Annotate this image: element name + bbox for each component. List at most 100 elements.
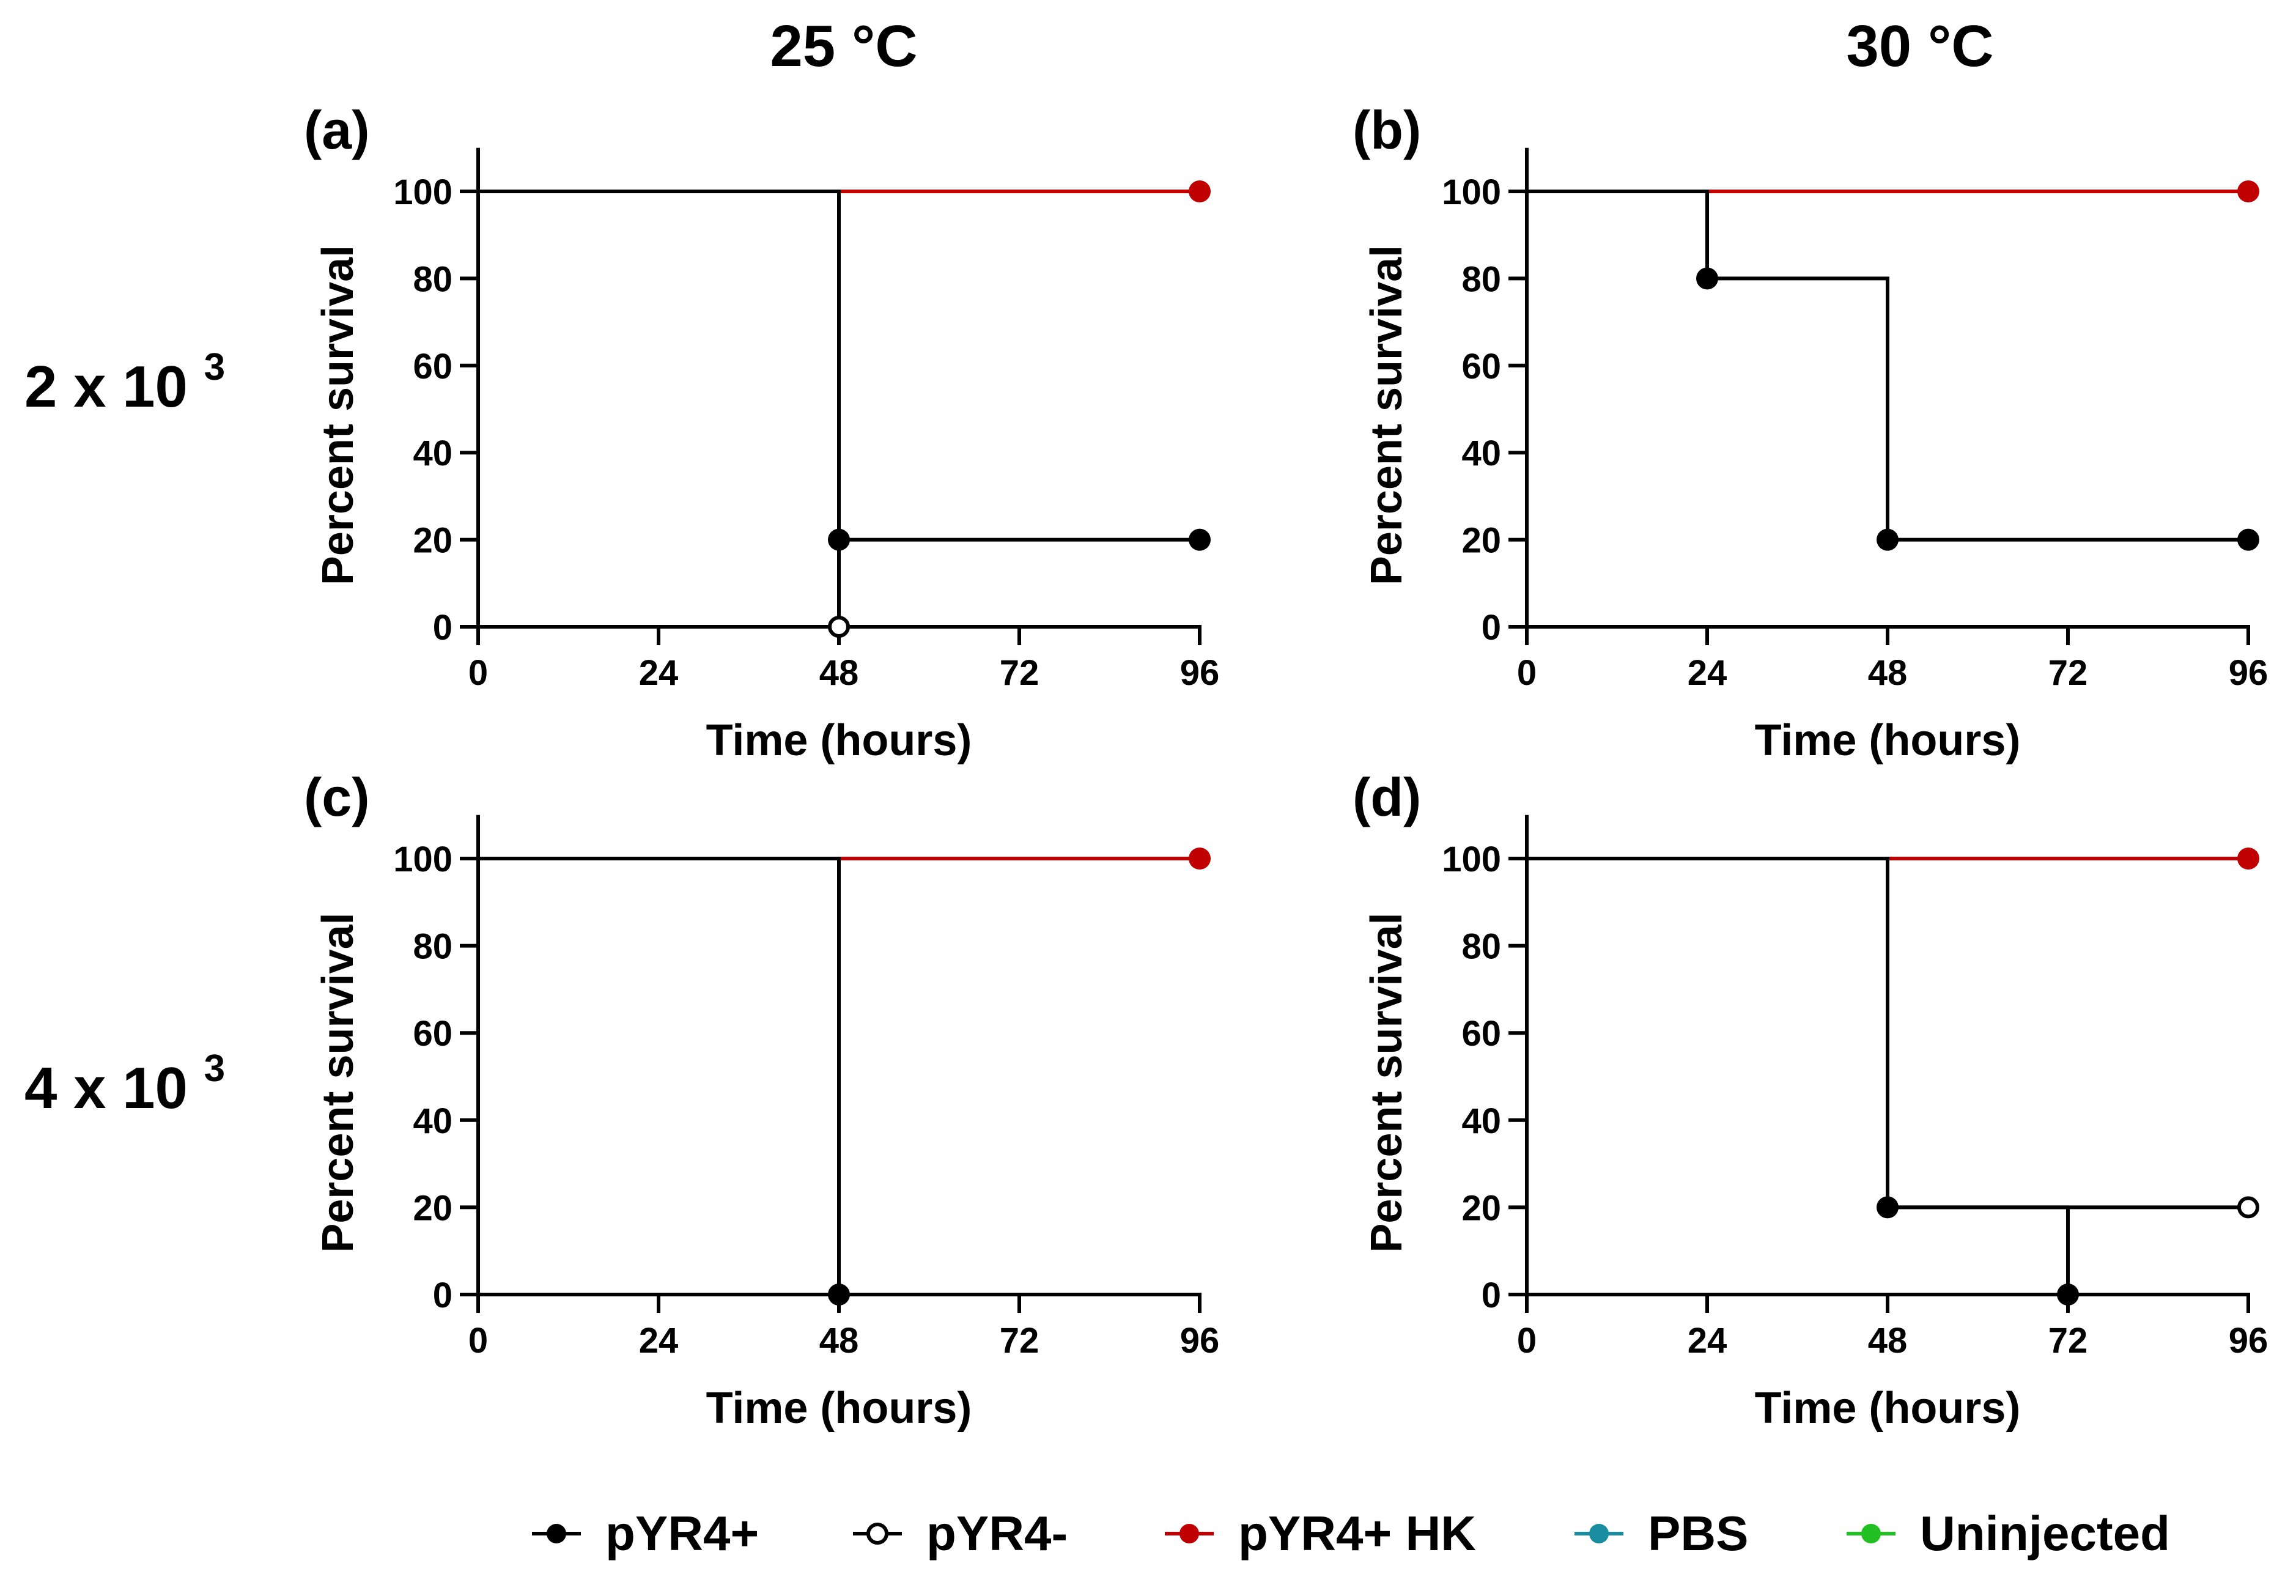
x-tick-label: 72 — [2048, 1321, 2088, 1361]
y-tick-label: 100 — [393, 840, 452, 879]
x-tick-label: 48 — [1868, 1321, 1908, 1361]
legend-marker — [866, 1523, 888, 1545]
data-point-pyr4- — [2237, 528, 2259, 551]
series-line-pyr4- — [1527, 190, 2248, 542]
x-axis-title: Time (hours) — [1755, 1384, 2021, 1433]
data-point-pyr4-hk — [2237, 848, 2259, 870]
data-point-pyr4- — [1189, 528, 1211, 551]
x-tick-label: 96 — [1180, 653, 1220, 693]
panel-label: (d) — [1353, 767, 1421, 827]
data-point-pyr4- — [828, 616, 850, 638]
y-tick-label: 40 — [1461, 1101, 1501, 1141]
panel-label: (b) — [1353, 100, 1421, 160]
y-tick-label: 80 — [413, 927, 452, 967]
y-tick-label: 60 — [413, 1014, 452, 1054]
legend-marker — [1589, 1524, 1609, 1543]
legend-label: pYR4+ — [605, 1506, 759, 1561]
y-axis-title: Percent survival — [1362, 245, 1411, 585]
legend-item-neg: pYR4- — [853, 1506, 1068, 1561]
panel-label: (c) — [304, 767, 370, 827]
legend-marker — [547, 1524, 566, 1543]
x-tick-label: 0 — [468, 1321, 488, 1361]
legend-label: pYR4+ HK — [1238, 1506, 1476, 1561]
y-tick-label: 60 — [1461, 347, 1501, 386]
y-tick-label: 100 — [1442, 172, 1501, 212]
y-tick-label: 80 — [413, 259, 452, 299]
y-axis-title: Percent survival — [314, 912, 363, 1252]
y-tick-label: 20 — [1461, 1188, 1501, 1228]
x-tick-label: 24 — [1688, 1321, 1727, 1361]
data-point-pyr4- — [1696, 267, 1718, 290]
y-tick-label: 0 — [1482, 1276, 1501, 1315]
legend-label: pYR4- — [926, 1506, 1068, 1561]
x-tick-label: 48 — [819, 1321, 859, 1361]
panel-c: (c) 0 20 40 60 80 100 0 24 48 72 96 Time (hours) Perc… — [304, 767, 1219, 1433]
y-tick-label: 20 — [413, 1188, 452, 1228]
y-axis-title: Percent survival — [1362, 912, 1411, 1252]
row-label-dose-2-base: 4 x 10 — [24, 1055, 188, 1121]
data-point-pyr4- — [1877, 528, 1899, 551]
x-tick-label: 96 — [1180, 1321, 1220, 1361]
data-point-pyr4- — [2057, 1284, 2079, 1306]
data-point-pyr4-hk — [1189, 848, 1211, 870]
y-tick-label: 0 — [433, 1276, 452, 1315]
y-tick-label: 60 — [1461, 1014, 1501, 1054]
x-tick-label: 72 — [2048, 653, 2088, 693]
y-axis-title: Percent survival — [314, 245, 363, 585]
row-label-dose-1-base: 2 x 10 — [24, 354, 188, 419]
data-point-pyr4- — [1877, 1196, 1899, 1219]
x-tick-label: 48 — [819, 653, 859, 693]
x-axis-title: Time (hours) — [706, 1384, 972, 1433]
x-tick-label: 72 — [1000, 1321, 1039, 1361]
x-tick-label: 96 — [2229, 1321, 2268, 1361]
row-label-dose-1-exponent: 3 — [204, 346, 225, 388]
x-tick-label: 48 — [1868, 653, 1908, 693]
data-point-pyr4-hk — [1189, 180, 1211, 202]
y-tick-label: 80 — [1461, 927, 1501, 967]
x-tick-label: 72 — [1000, 653, 1039, 693]
data-point-pyr4- — [828, 1284, 850, 1306]
series-line-pyr4- — [478, 190, 1200, 542]
y-tick-label: 40 — [413, 434, 452, 473]
legend-label: PBS — [1648, 1506, 1749, 1561]
data-point-pyr4- — [2237, 1196, 2259, 1219]
series-line-pyr4- — [478, 857, 841, 1295]
y-tick-label: 20 — [1461, 521, 1501, 561]
row-label-dose-2-exponent: 3 — [204, 1047, 225, 1090]
panel-b: (b) 0 20 40 60 80 100 0 24 48 72 96 Time (hours) Perc… — [1353, 100, 2268, 765]
series-line-pyr4- — [1527, 857, 2070, 1295]
x-tick-label: 24 — [639, 1321, 679, 1361]
y-tick-label: 40 — [1461, 434, 1501, 473]
legend-marker — [1179, 1524, 1199, 1543]
legend-item-pbs: PBS — [1574, 1506, 1749, 1561]
y-tick-label: 100 — [1442, 840, 1501, 879]
panel-a: (a) 0 20 40 60 80 100 0 24 48 72 96 Time (hours) Perc… — [304, 100, 1219, 765]
y-tick-label: 0 — [1482, 608, 1501, 648]
x-axis-title: Time (hours) — [706, 716, 972, 765]
panel-d: (d) 0 20 40 60 80 100 0 24 48 72 96 Time (hours) Perc… — [1353, 767, 2268, 1433]
y-tick-label: 40 — [413, 1101, 452, 1141]
svg-text:4 x 10 3: 4 x 10 3 — [24, 1047, 225, 1121]
legend-marker — [1861, 1524, 1881, 1543]
legend-label: Uninjected — [1920, 1506, 2170, 1561]
y-tick-label: 80 — [1461, 259, 1501, 299]
y-tick-label: 100 — [393, 172, 452, 212]
y-tick-label: 20 — [413, 521, 452, 561]
x-tick-label: 96 — [2229, 653, 2268, 693]
data-point-pyr4-hk — [2237, 180, 2259, 202]
legend-item-un: Uninjected — [1847, 1506, 2170, 1561]
legend-item-hk: pYR4+ HK — [1165, 1506, 1476, 1561]
x-tick-label: 0 — [1517, 653, 1537, 693]
svg-text:2 x 10 3: 2 x 10 3 — [24, 346, 225, 419]
legend: pYR4+ pYR4- pYR4+ HK PBS Uninjected — [532, 1506, 2170, 1561]
x-tick-label: 0 — [1517, 1321, 1537, 1361]
column-label-30c: 30 °C — [1846, 13, 1993, 79]
row-label-dose-2: 4 x 10 3 — [24, 1047, 225, 1121]
y-tick-label: 60 — [413, 347, 452, 386]
panel-label: (a) — [304, 100, 370, 160]
row-label-dose-1: 2 x 10 3 — [24, 346, 225, 419]
x-tick-label: 24 — [639, 653, 679, 693]
x-axis-title: Time (hours) — [1755, 716, 2021, 765]
data-point-pyr4- — [828, 528, 850, 551]
